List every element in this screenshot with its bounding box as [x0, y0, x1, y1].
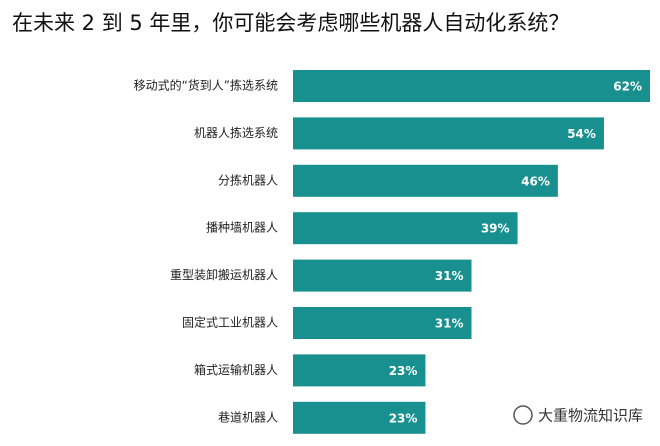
value-label: 39% [481, 222, 510, 236]
category-label: 机器人拣选系统 [194, 125, 278, 140]
value-label: 54% [567, 127, 596, 141]
bar [293, 354, 426, 387]
bar [293, 117, 604, 150]
category-label: 箱式运输机器人 [194, 362, 278, 377]
chart-title: 在未来 2 到 5 年里，你可能会考虑哪些机器人自动化系统？ [12, 11, 569, 35]
bar [293, 70, 650, 102]
value-label: 62% [613, 80, 642, 94]
bar [293, 259, 472, 292]
value-label: 23% [389, 364, 418, 378]
watermark-icon [513, 405, 533, 425]
category-label: 分拣机器人 [218, 172, 278, 187]
watermark: 大重物流知识库 [513, 405, 643, 425]
category-label: 固定式工业机器人 [182, 315, 278, 330]
category-label: 移动式的“货到人”拣选系统 [134, 78, 278, 93]
category-label: 巷道机器人 [218, 410, 278, 424]
bar [293, 401, 426, 434]
value-label: 23% [389, 411, 418, 425]
bar [293, 164, 558, 197]
bar [293, 307, 472, 339]
category-label: 重型装卸搬运机器人 [170, 267, 278, 282]
value-label: 31% [435, 317, 464, 331]
category-label: 播种墙机器人 [206, 221, 278, 235]
value-label: 31% [435, 269, 464, 283]
watermark-text: 大重物流知识库 [538, 407, 643, 425]
bar [293, 212, 518, 245]
value-label: 46% [521, 174, 550, 188]
